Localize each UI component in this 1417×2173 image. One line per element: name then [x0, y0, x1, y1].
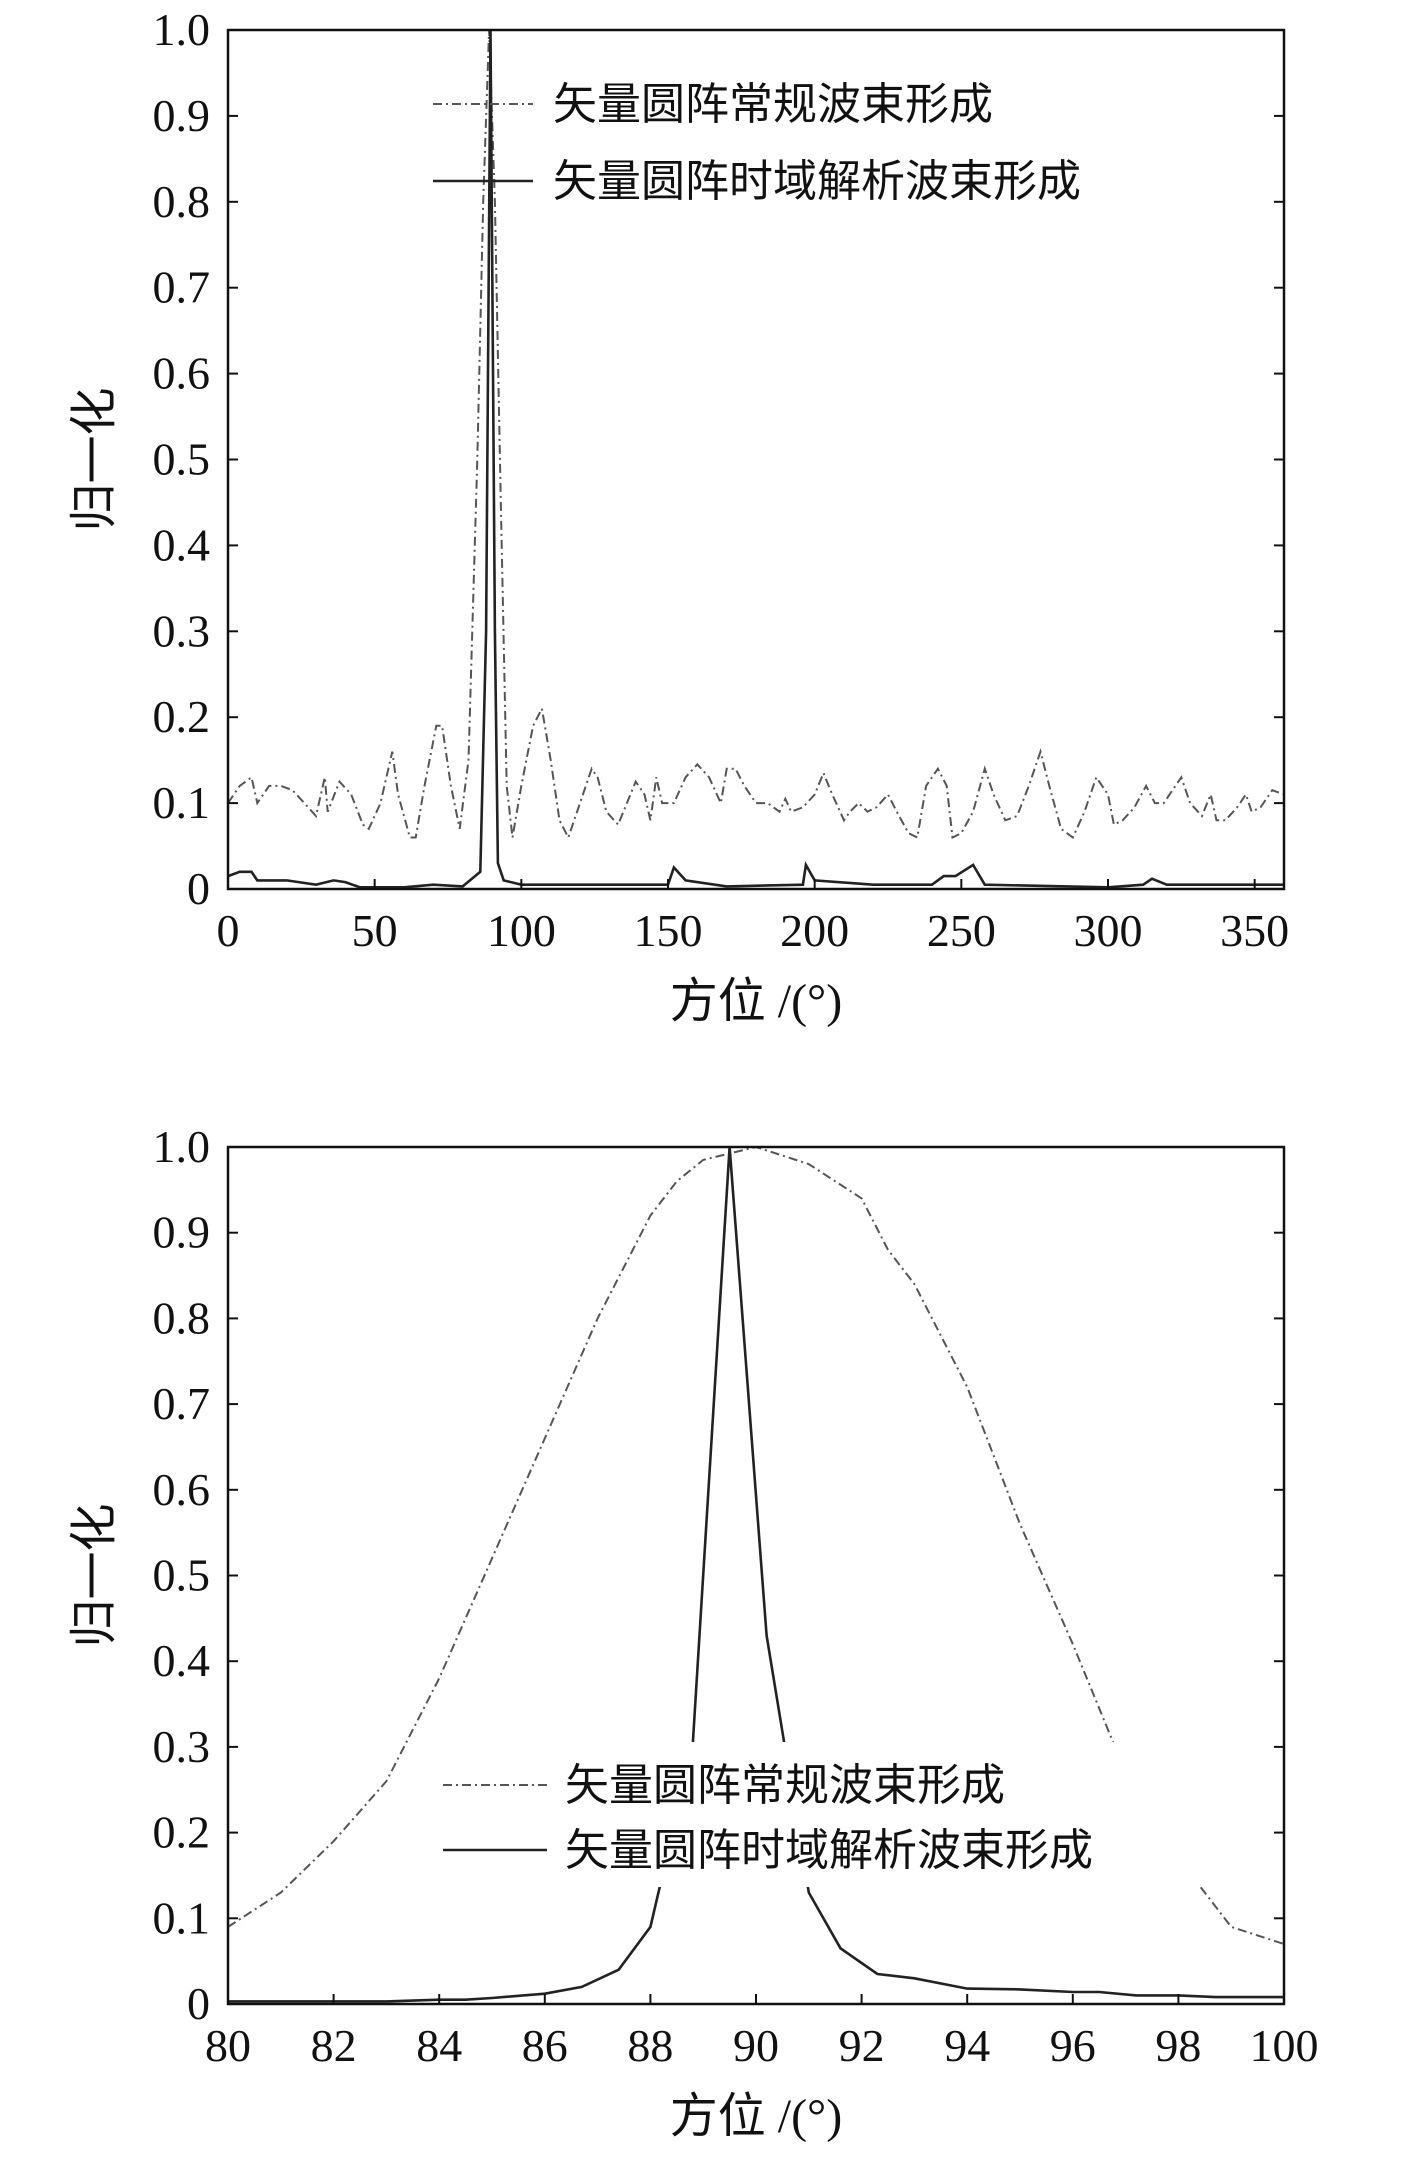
y-tick-label: 0.7: [153, 1378, 211, 1429]
y-tick-label: 1.0: [153, 1121, 211, 1172]
y-tick-label: 0.9: [153, 90, 211, 141]
x-axis-label: 方位 /(°): [670, 975, 843, 1028]
x-tick-label: 90: [733, 2020, 779, 2071]
y-tick-label: 0.5: [153, 1550, 211, 1601]
x-tick-label: 150: [634, 905, 703, 956]
x-tick-label: 86: [522, 2020, 568, 2071]
x-tick-label: 94: [944, 2020, 990, 2071]
legend-label: 矢量圆阵常规波束形成: [553, 80, 993, 129]
series-line-conventional: [228, 30, 1284, 841]
legend-background: [430, 1742, 1275, 1887]
y-tick-label: 0.3: [153, 605, 211, 656]
x-tick-label: 82: [311, 2020, 357, 2071]
series-line-time-domain-analytic: [228, 1147, 1284, 2003]
y-tick-label: 0.4: [153, 519, 211, 570]
y-tick-label: 0.8: [153, 176, 211, 227]
y-tick-label: 0.1: [153, 777, 211, 828]
y-tick-label: 0.6: [153, 1464, 211, 1515]
x-tick-label: 92: [839, 2020, 885, 2071]
y-tick-label: 0: [187, 863, 210, 914]
y-tick-label: 0.2: [153, 691, 211, 742]
legend-label: 矢量圆阵时域解析波束形成: [565, 1826, 1093, 1875]
x-tick-label: 96: [1050, 2020, 1096, 2071]
x-tick-label: 50: [352, 905, 398, 956]
y-tick-label: 0.5: [153, 434, 211, 485]
x-tick-label: 80: [205, 2020, 251, 2071]
x-tick-label: 98: [1155, 2020, 1201, 2071]
x-tick-label: 300: [1074, 905, 1143, 956]
y-tick-label: 1.0: [153, 4, 211, 55]
x-tick-label: 100: [487, 905, 556, 956]
series-line-conventional: [228, 1147, 1284, 1945]
x-tick-label: 350: [1220, 905, 1289, 956]
y-tick-label: 0.9: [153, 1207, 211, 1258]
y-tick-label: 0.7: [153, 262, 211, 313]
y-tick-label: 0.6: [153, 348, 211, 399]
y-tick-label: 0.4: [153, 1635, 211, 1686]
y-tick-label: 0.3: [153, 1721, 211, 1772]
x-tick-label: 88: [627, 2020, 673, 2071]
x-tick-label: 200: [780, 905, 849, 956]
y-axis-label: 归一化: [68, 387, 121, 531]
x-tick-label: 100: [1250, 2020, 1319, 2071]
x-axis-label: 方位 /(°): [670, 2090, 843, 2143]
y-tick-label: 0.8: [153, 1292, 211, 1343]
y-axis-label: 归一化: [68, 1503, 121, 1647]
y-tick-label: 0: [187, 1978, 210, 2029]
y-tick-label: 0.2: [153, 1807, 211, 1858]
y-tick-label: 0.1: [153, 1892, 211, 1943]
x-tick-label: 0: [217, 905, 240, 956]
x-tick-label: 84: [416, 2020, 462, 2071]
legend-label: 矢量圆阵常规波束形成: [565, 1761, 1005, 1810]
x-tick-label: 250: [927, 905, 996, 956]
legend-label: 矢量圆阵时域解析波束形成: [553, 157, 1081, 206]
